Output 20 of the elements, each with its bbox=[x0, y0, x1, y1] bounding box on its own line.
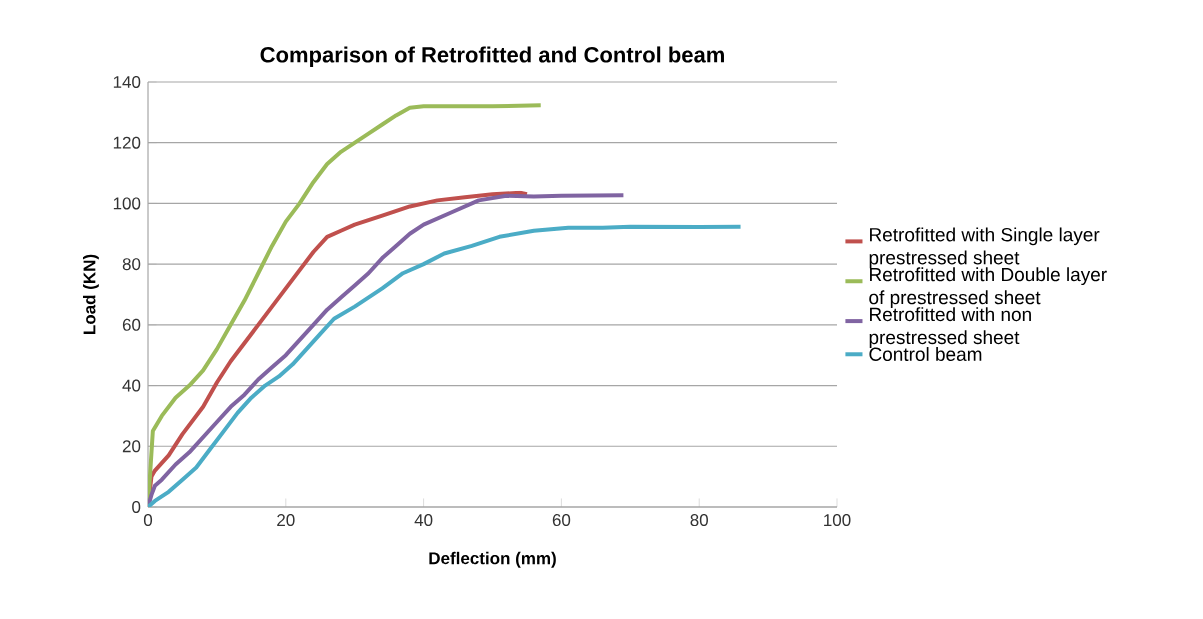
x-tick-label: 80 bbox=[690, 514, 708, 527]
y-tick-label: 60 bbox=[122, 318, 141, 331]
y-tick-label: 100 bbox=[113, 197, 141, 210]
y-tick-label: 80 bbox=[122, 258, 141, 271]
x-tick-label: 100 bbox=[824, 514, 851, 527]
y-tick-label: 140 bbox=[113, 75, 141, 88]
x-axis-title: Deflection (mm) bbox=[429, 551, 556, 568]
x-tick-label: 20 bbox=[277, 514, 295, 527]
x-tick-label: 0 bbox=[143, 514, 153, 527]
legend-label: Control beam bbox=[869, 347, 982, 361]
x-tick-label: 40 bbox=[414, 514, 433, 527]
x-tick-label: 60 bbox=[552, 514, 571, 527]
y-axis-title: Load (KN) bbox=[82, 254, 99, 334]
y-tick-label: 0 bbox=[132, 500, 141, 513]
line-series bbox=[148, 224, 743, 507]
chart-title: Comparison of Retrofitted and Control beam bbox=[260, 46, 724, 67]
y-tick-label: 40 bbox=[122, 379, 141, 392]
y-tick-label: 20 bbox=[122, 440, 141, 453]
y-tick-label: 120 bbox=[113, 136, 141, 149]
legend-label: Retrofitted with non prestressed sheet bbox=[869, 307, 1031, 348]
